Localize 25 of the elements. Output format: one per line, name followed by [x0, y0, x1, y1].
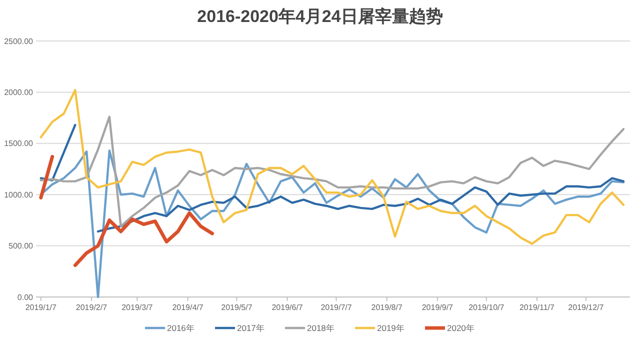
- legend-label: 2016年: [167, 322, 195, 333]
- y-tick-label: 500.00: [8, 242, 34, 251]
- x-tick-label: 2019/1/7: [25, 303, 58, 312]
- x-tick-label: 2019/8/7: [371, 303, 403, 312]
- legend-label: 2019年: [377, 322, 405, 333]
- y-tick-label: 2000.00: [4, 88, 34, 97]
- x-tick-label: 2019/9/7: [422, 303, 454, 312]
- x-tick-label: 2019/4/7: [172, 303, 204, 312]
- y-tick-label: 1000.00: [4, 190, 34, 200]
- x-tick-label: 2019/6/7: [272, 303, 304, 312]
- x-tick-label: 2019/5/7: [221, 303, 253, 312]
- legend-label: 2018年: [307, 322, 335, 333]
- y-tick-label: 2500.00: [4, 36, 34, 46]
- x-tick-label: 2019/3/7: [122, 303, 154, 312]
- x-tick-label: 2019/10/7: [468, 303, 505, 312]
- x-tick-label: 2019/7/7: [320, 303, 352, 312]
- x-tick-label: 2019/2/7: [76, 303, 108, 312]
- chart-title: 2016-2020年4月24日屠宰量趋势: [197, 7, 443, 26]
- x-tick-label: 2019/12/7: [568, 303, 604, 312]
- line-series: [40, 89, 625, 245]
- x-tick-label: 2019/11/7: [519, 303, 556, 312]
- y-tick-label: 0.00: [17, 292, 34, 302]
- y-tick-label: 1500.00: [4, 139, 34, 148]
- legend-label: 2017年: [237, 322, 265, 333]
- legend-label: 2020年: [447, 322, 475, 333]
